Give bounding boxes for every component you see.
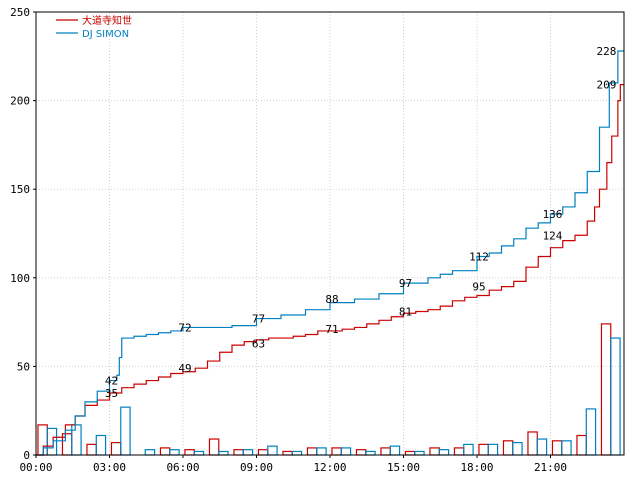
hourly-bar [340, 447, 352, 456]
hourly-bar [306, 447, 318, 456]
x-tick-label: 12:00 [313, 461, 346, 474]
hourly-bar [208, 438, 220, 456]
hourly-bar [585, 408, 597, 456]
x-tick-label: 18:00 [460, 461, 493, 474]
hourly-bar [218, 450, 229, 456]
hourly-bar [193, 450, 205, 456]
hourly-bar [576, 434, 587, 456]
point-label: 81 [399, 305, 412, 318]
hourly-bar [184, 449, 195, 456]
point-label: 209 [596, 79, 616, 92]
hourly-bar [355, 449, 367, 456]
hourly-bar [380, 447, 391, 456]
hourly-bar [316, 447, 327, 456]
hourly-bar [95, 434, 107, 456]
hourly-bar [610, 337, 621, 456]
hourly-bar [86, 443, 97, 456]
point-label: 112 [469, 251, 489, 264]
x-tick-label: 00:00 [19, 461, 52, 474]
hourly-bar [331, 447, 342, 456]
hourly-bar [365, 450, 376, 456]
y-tick-label: 0 [23, 449, 30, 462]
point-label: 71 [325, 323, 338, 336]
y-tick-label: 50 [17, 360, 30, 373]
legend-entry: DJ SIMON [82, 29, 129, 40]
hourly-bar [463, 443, 474, 456]
hourly-bar [512, 441, 523, 456]
point-label: 49 [178, 362, 191, 375]
cumulative-line [36, 50, 624, 456]
x-tick-label: 03:00 [93, 461, 126, 474]
hourly-bar [169, 449, 180, 456]
hourly-bar [429, 447, 440, 456]
hourly-bar [242, 449, 254, 456]
hourly-bar [478, 443, 489, 456]
hourly-bar [257, 449, 269, 456]
x-tick-label: 15:00 [387, 461, 420, 474]
hourly-bar [46, 427, 58, 456]
hourly-bar [404, 450, 416, 456]
point-label: 72 [178, 321, 191, 334]
legend-entry: 大道寺知世 [82, 14, 132, 27]
grid [36, 12, 624, 455]
hourly-bar [110, 441, 122, 456]
point-label: 97 [399, 277, 412, 290]
hourly-bar [536, 438, 548, 456]
x-tick-label: 06:00 [166, 461, 199, 474]
point-label: 95 [472, 281, 485, 294]
hourly-bar [527, 431, 538, 456]
y-tick-label: 150 [10, 183, 30, 196]
hourly-bar [389, 445, 401, 456]
legend: 大道寺知世 DJ SIMON [56, 14, 132, 40]
y-tick-label: 250 [10, 6, 30, 19]
cumulative-line [36, 84, 624, 456]
hourly-bar [600, 323, 612, 456]
hourly-bar [282, 450, 293, 456]
x-tick-label: 21:00 [534, 461, 567, 474]
hourly-bar [561, 440, 572, 456]
hourly-bar [120, 406, 131, 456]
hourly-bar [144, 449, 156, 456]
hourly-bar [453, 447, 465, 456]
cumulative-lines [36, 50, 624, 456]
y-tick-label: 200 [10, 95, 30, 108]
hourly-bar [37, 424, 48, 456]
hourly-bar [71, 424, 82, 456]
point-label: 88 [325, 293, 338, 306]
point-label: 228 [596, 45, 616, 58]
point-labels: 35 49 63 71 81 95 124 209 42 72 77 88 97 112 136 228 [105, 45, 616, 400]
axes: 0 50 100 150 200 250 00:00 03:00 06:00 09:00 12:00… [10, 6, 625, 474]
hourly-bar [414, 450, 425, 456]
hourly-bars [37, 323, 621, 456]
point-label: 136 [543, 208, 563, 221]
hourly-bar [267, 445, 278, 456]
point-label: 63 [252, 337, 265, 350]
point-label: 77 [252, 313, 265, 326]
y-tick-label: 100 [10, 272, 30, 285]
hourly-bar [551, 440, 563, 456]
hourly-bar [487, 443, 499, 456]
hourly-bar [291, 450, 303, 456]
x-tick-label: 09:00 [240, 461, 273, 474]
hourly-bar [438, 449, 450, 456]
hourly-bar [159, 447, 171, 456]
point-label: 124 [543, 229, 563, 242]
point-label: 35 [105, 387, 118, 400]
point-label: 42 [105, 375, 118, 388]
hourly-bar [233, 449, 244, 456]
hourly-bar [502, 440, 514, 456]
